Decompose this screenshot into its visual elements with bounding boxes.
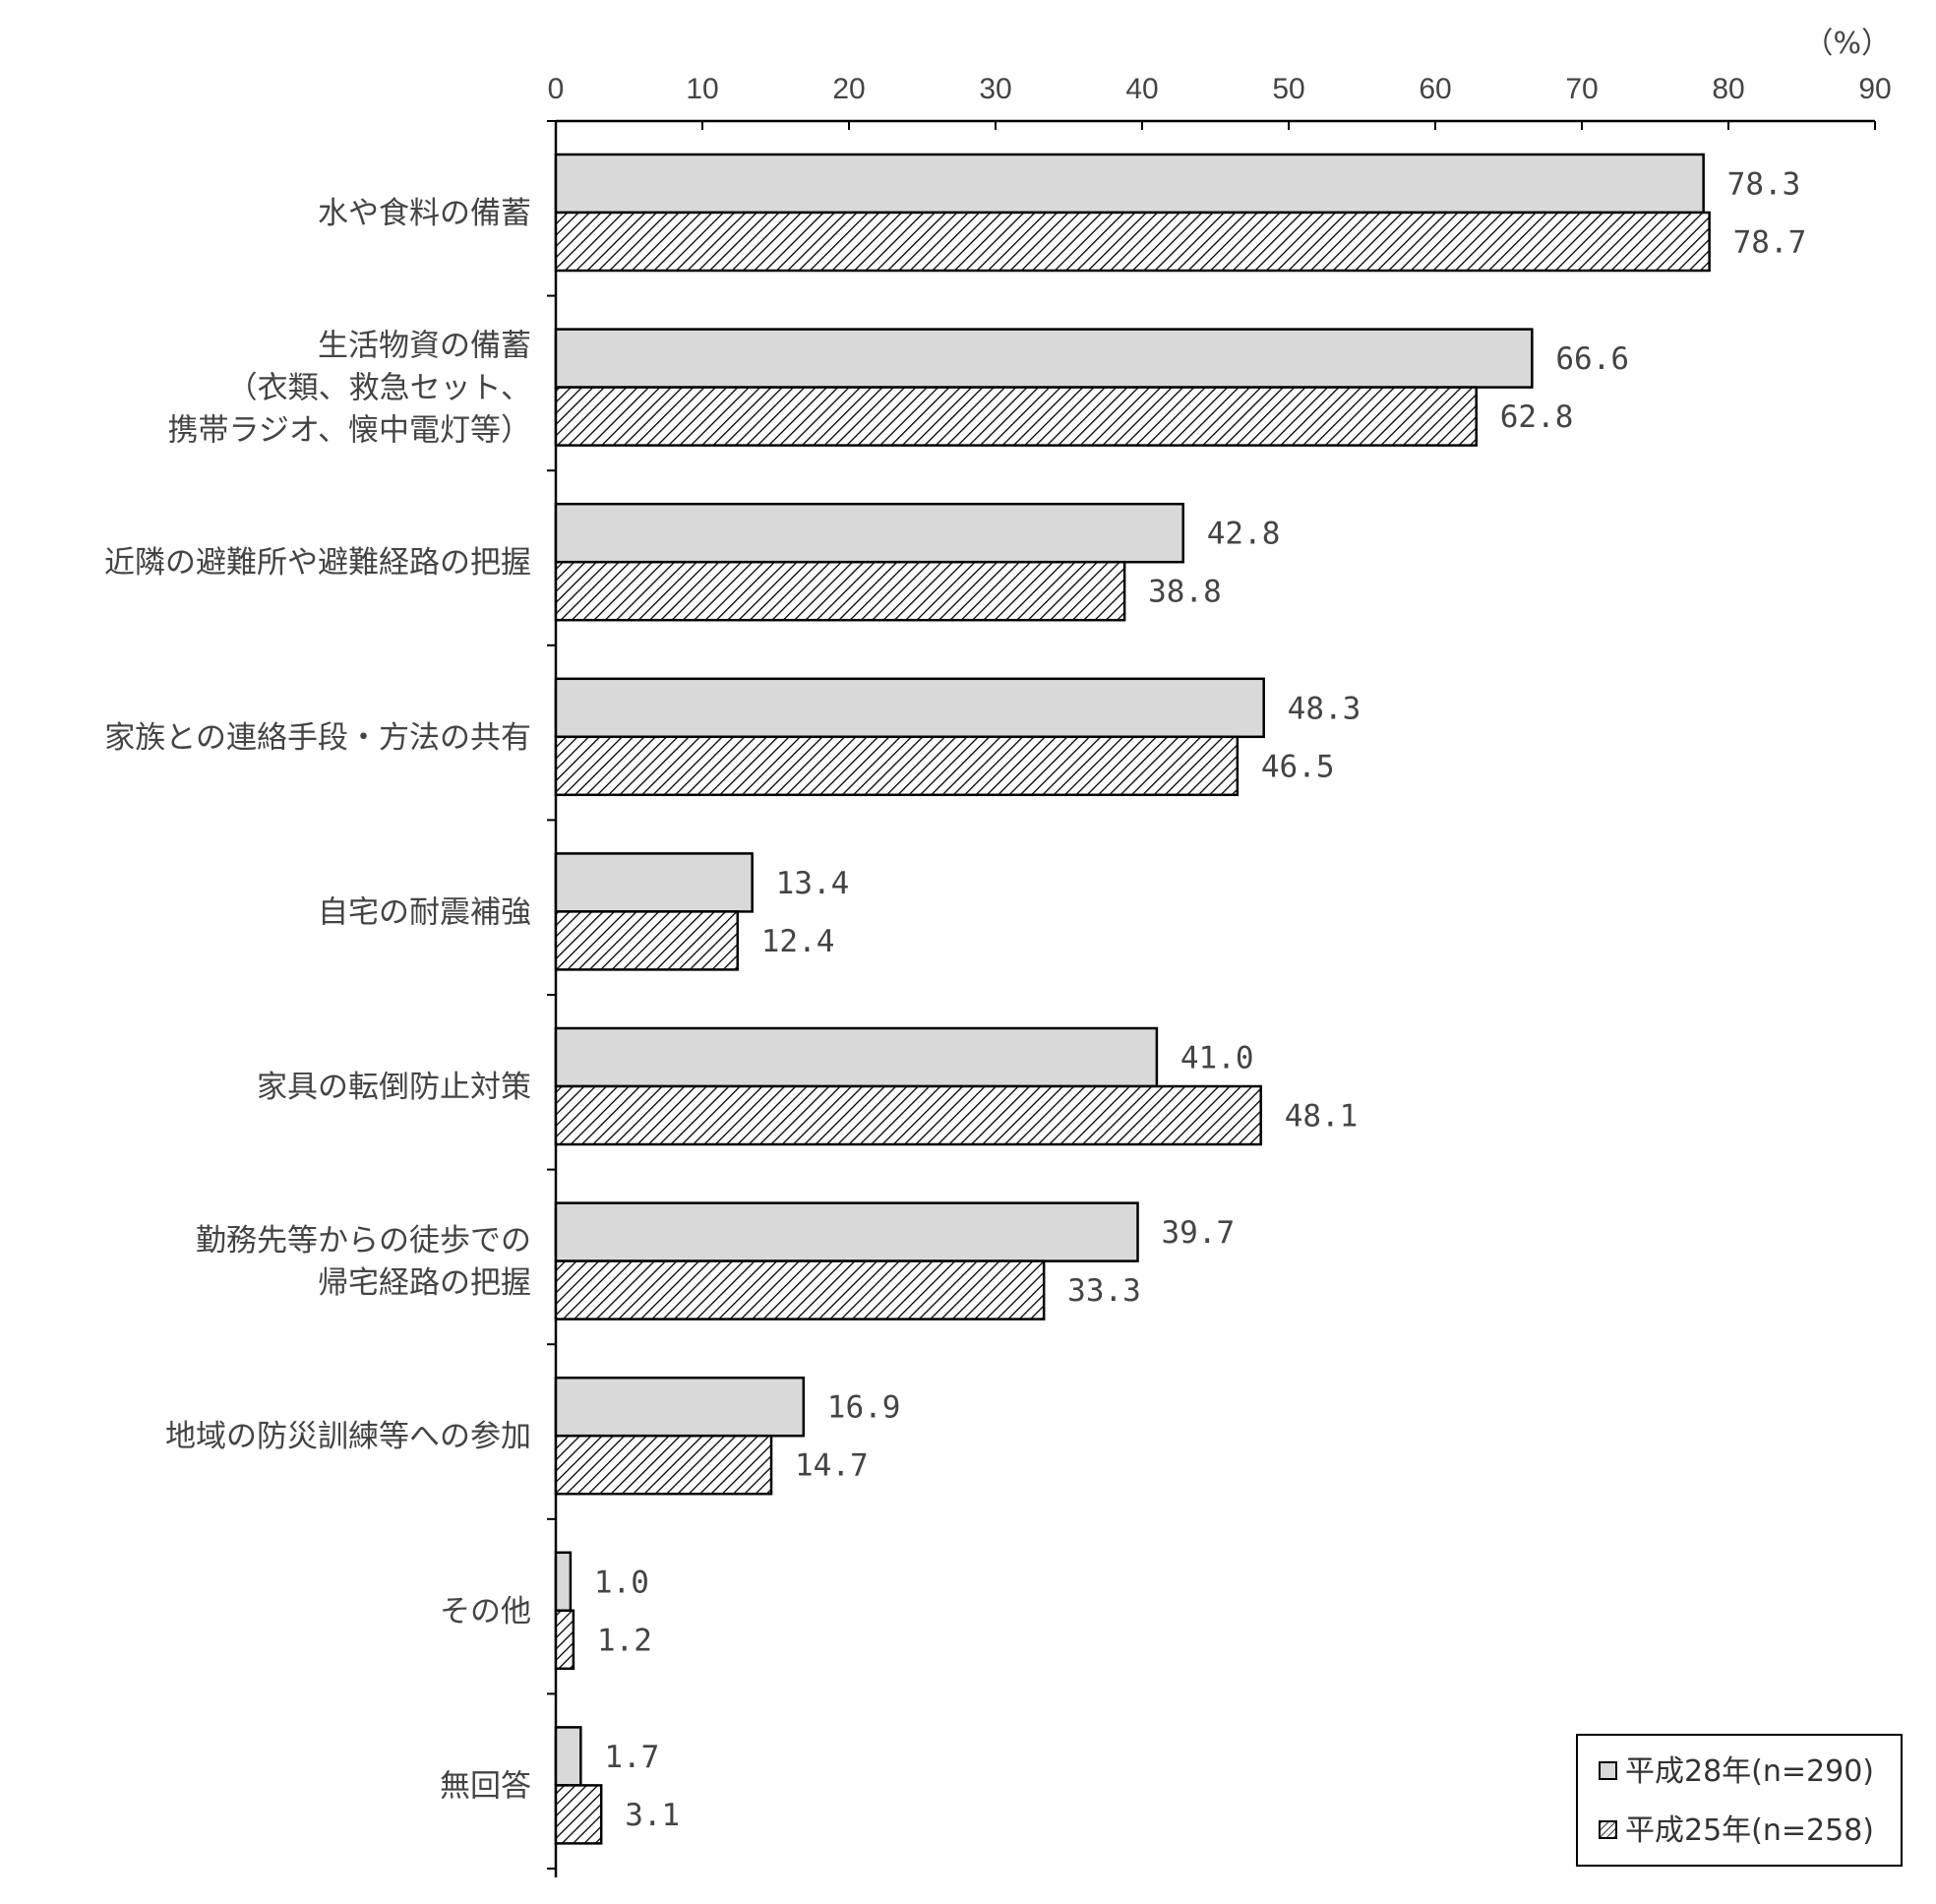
category-label: 家具の転倒防止対策 bbox=[257, 1070, 531, 1105]
category-label: 無回答 bbox=[440, 1768, 531, 1804]
bar-2016 bbox=[554, 852, 754, 913]
bar-2016 bbox=[554, 328, 1534, 389]
unit-label: （%） bbox=[1803, 27, 1891, 61]
value-label-2013: 14.7 bbox=[795, 1448, 869, 1484]
category-label: 地域の防災訓練等への参加 bbox=[165, 1419, 531, 1454]
legend-swatch-2016 bbox=[1599, 1761, 1617, 1780]
bar-2013 bbox=[554, 1434, 773, 1496]
category-label: 家族との連絡手段・方法の共有 bbox=[104, 720, 531, 756]
legend-swatch-2013 bbox=[1599, 1820, 1617, 1839]
category-label: その他 bbox=[440, 1594, 531, 1629]
bars-layer bbox=[554, 153, 1711, 1845]
value-label-2016: 78.3 bbox=[1727, 167, 1801, 203]
value-label-2013: 48.1 bbox=[1285, 1099, 1359, 1135]
value-label-2013: 33.3 bbox=[1067, 1273, 1141, 1309]
bar-2016 bbox=[554, 1726, 582, 1787]
category-label: 携帯ラジオ、懐中電灯等） bbox=[167, 413, 531, 449]
bar-2013 bbox=[554, 735, 1240, 797]
category-label: （衣類、救急セット、 bbox=[227, 371, 531, 406]
x-tick-label: 20 bbox=[832, 73, 865, 105]
category-label: 近隣の避難所や避難経路の把握 bbox=[104, 545, 531, 581]
x-tick-label: 90 bbox=[1858, 73, 1891, 105]
value-label-2016: 13.4 bbox=[776, 866, 850, 901]
bar-2013 bbox=[554, 211, 1711, 273]
value-label-2016: 48.3 bbox=[1288, 691, 1361, 726]
value-label-2016: 1.0 bbox=[594, 1565, 649, 1600]
value-label-2013: 78.7 bbox=[1733, 225, 1807, 261]
x-tick-label: 70 bbox=[1565, 73, 1598, 105]
bar-2013 bbox=[554, 386, 1478, 447]
value-label-2013: 12.4 bbox=[761, 924, 835, 959]
bar-2016 bbox=[554, 502, 1184, 564]
x-tick-label: 80 bbox=[1712, 73, 1744, 105]
value-label-2016: 1.7 bbox=[604, 1740, 659, 1775]
value-label-2013: 38.8 bbox=[1148, 575, 1222, 610]
bar-2016 bbox=[554, 1551, 573, 1613]
value-label-2016: 42.8 bbox=[1207, 517, 1281, 552]
bar-2016 bbox=[554, 1026, 1159, 1088]
value-label-2016: 16.9 bbox=[827, 1390, 901, 1426]
x-tick-label: 10 bbox=[686, 73, 718, 105]
category-label: 生活物資の備蓄 bbox=[318, 329, 531, 364]
x-tick-label: 60 bbox=[1419, 73, 1451, 105]
bar-2013 bbox=[554, 1784, 603, 1845]
x-tick-label: 30 bbox=[979, 73, 1011, 105]
x-tick-label: 40 bbox=[1125, 73, 1158, 105]
bar-2016 bbox=[554, 1201, 1139, 1262]
x-tick-label: 50 bbox=[1272, 73, 1304, 105]
legend-label-2013: 平成25年(n=258) bbox=[1625, 1813, 1874, 1848]
value-label-2013: 1.2 bbox=[597, 1623, 652, 1658]
labels-layer: 0 10 20 30 40 50 60 70 80 90 水や食料の備蓄 78.3 78.7 生活物資の備… bbox=[104, 73, 1892, 1833]
value-label-2013: 3.1 bbox=[625, 1798, 680, 1833]
legend-label-2016: 平成28年(n=290) bbox=[1625, 1754, 1874, 1789]
category-label: 水や食料の備蓄 bbox=[318, 196, 531, 231]
bar-2013 bbox=[554, 1609, 575, 1671]
bar-2016 bbox=[554, 1376, 806, 1438]
bar-2013 bbox=[554, 910, 740, 971]
category-label: 勤務先等からの徒歩での bbox=[196, 1223, 531, 1259]
category-label: 帰宅経路の把握 bbox=[318, 1265, 531, 1301]
bar-2013 bbox=[554, 560, 1126, 622]
legend-box bbox=[1576, 1734, 1903, 1867]
value-label-2013: 62.8 bbox=[1500, 399, 1574, 435]
bar-2013 bbox=[554, 1259, 1046, 1321]
bar-2016 bbox=[554, 153, 1705, 215]
category-label: 自宅の耐震補強 bbox=[318, 894, 531, 930]
value-label-2016: 41.0 bbox=[1180, 1041, 1254, 1076]
x-tick-label: 0 bbox=[548, 73, 565, 105]
legend: 平成28年(n=290) 平成25年(n=258) bbox=[1576, 1734, 1903, 1867]
value-label-2016: 39.7 bbox=[1162, 1215, 1236, 1251]
value-label-2013: 46.5 bbox=[1261, 749, 1335, 784]
bar-2013 bbox=[554, 1084, 1262, 1146]
bar-2016 bbox=[554, 677, 1265, 739]
value-label-2016: 66.6 bbox=[1555, 341, 1629, 377]
